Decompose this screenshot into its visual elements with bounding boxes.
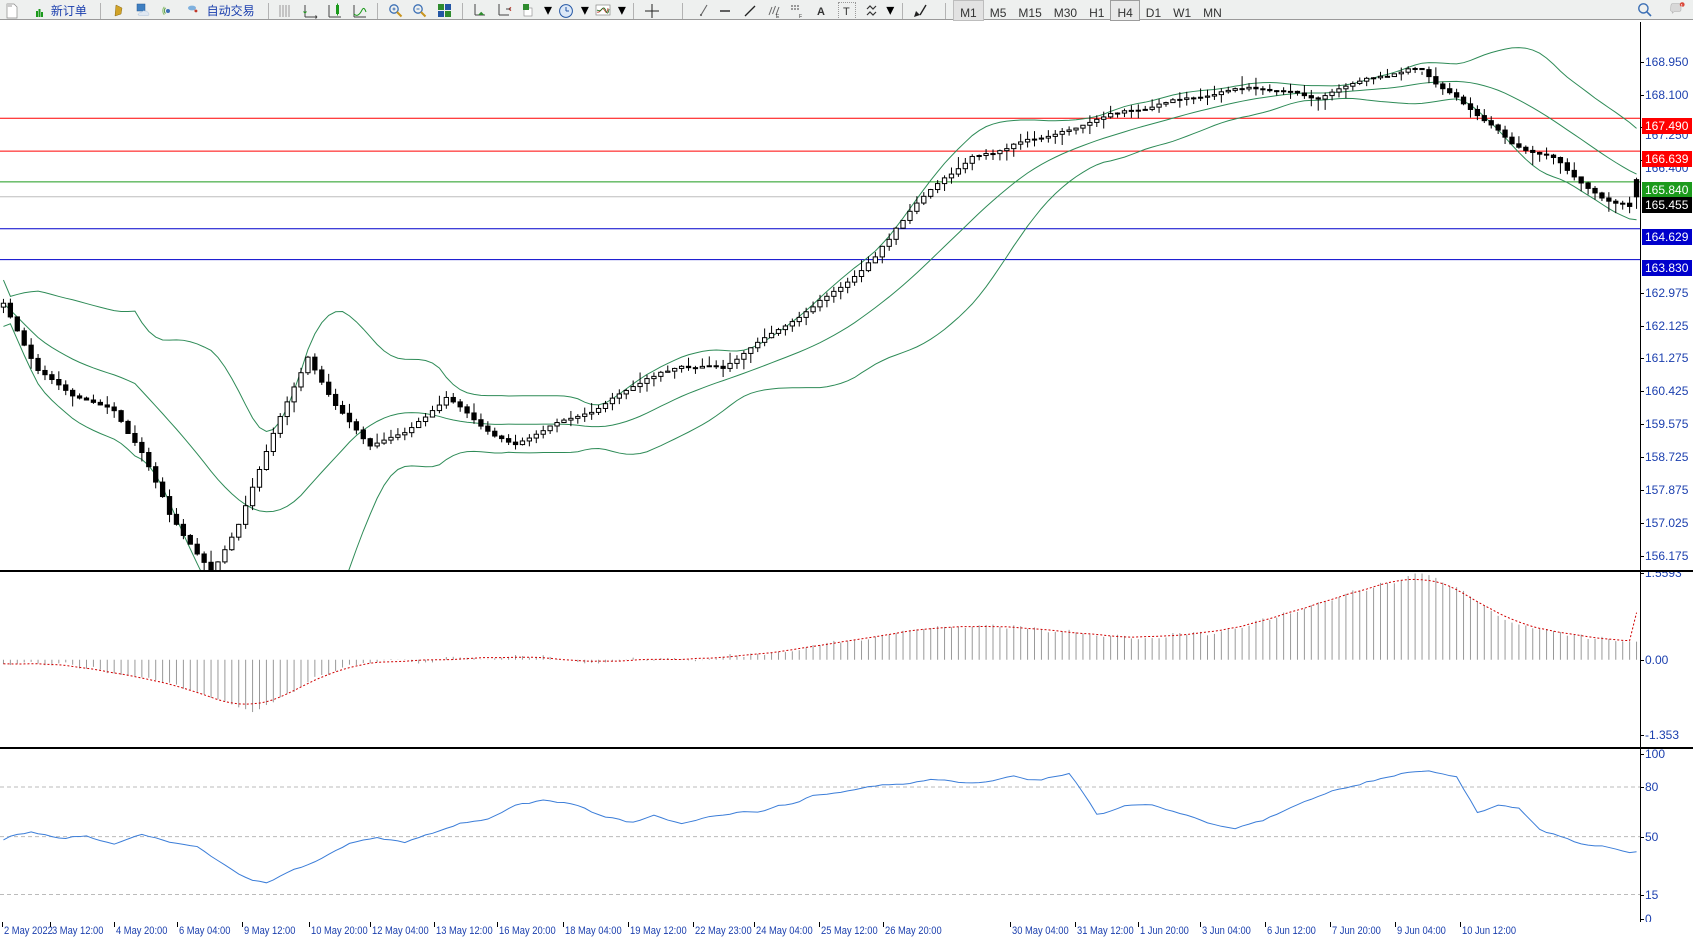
svg-text:A: A bbox=[817, 6, 825, 18]
svg-text:T: T bbox=[843, 6, 850, 18]
svg-text:F: F bbox=[799, 14, 802, 19]
svg-text:E: E bbox=[776, 14, 780, 19]
svg-text:1: 1 bbox=[1681, 3, 1683, 7]
